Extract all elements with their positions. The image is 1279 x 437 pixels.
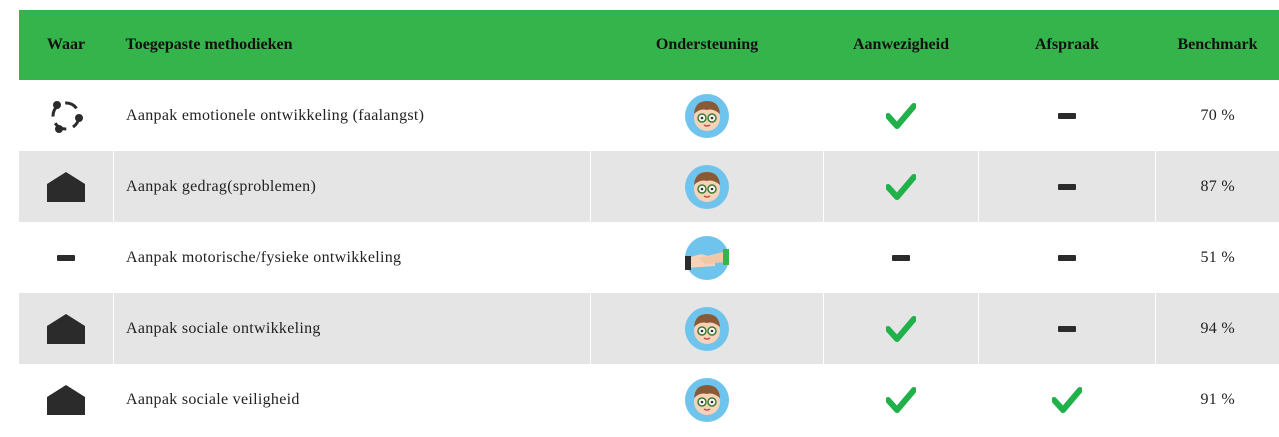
agreement-cell: [978, 151, 1156, 222]
dash-icon: [1058, 184, 1076, 190]
check-icon: [886, 316, 916, 342]
header-cell: Toegepaste methodieken: [113, 10, 591, 80]
header-cell: Waar: [18, 10, 114, 80]
cycle-icon: [48, 98, 84, 134]
method-cell: Aanpak motorische/fysieke ontwikkeling: [113, 222, 591, 293]
presence-cell: [823, 80, 979, 151]
location-cell: [18, 151, 114, 222]
dash-icon: [1058, 326, 1076, 332]
person-icon: [685, 307, 729, 351]
hands-icon: [685, 236, 729, 280]
person-icon: [685, 378, 729, 422]
location-cell: [18, 80, 114, 151]
agreement-cell: [978, 222, 1156, 293]
agreement-cell: [978, 293, 1156, 364]
row: Aanpak motorische/fysieke ontwikkeling 5…: [18, 222, 1279, 293]
benchmark-cell: 51 %: [1155, 222, 1279, 293]
person-icon: [685, 94, 729, 138]
check-icon: [886, 174, 916, 200]
presence-cell: [823, 222, 979, 293]
check-icon: [886, 387, 916, 413]
house-icon: [46, 314, 86, 344]
agreement-cell: [978, 80, 1156, 151]
benchmark-cell: 70 %: [1155, 80, 1279, 151]
benchmark-cell: 94 %: [1155, 293, 1279, 364]
support-cell: [590, 293, 824, 364]
header-row: Waar Toegepaste methodieken Ondersteunin…: [18, 10, 1279, 80]
dash-icon: [892, 255, 910, 261]
support-cell: [590, 364, 824, 435]
row: Aanpak sociale veiligheid 91 %: [18, 364, 1279, 435]
benchmark-cell: 91 %: [1155, 364, 1279, 435]
agreement-cell: [978, 364, 1156, 435]
location-cell: [18, 364, 114, 435]
row: Aanpak sociale ontwikkeling 94 %: [18, 293, 1279, 364]
benchmark-cell: 87 %: [1155, 151, 1279, 222]
house-icon: [46, 172, 86, 202]
person-icon: [685, 165, 729, 209]
support-cell: [590, 222, 824, 293]
row: Aanpak gedrag(sproblemen) 87 %: [18, 151, 1279, 222]
method-cell: Aanpak sociale veiligheid: [113, 364, 591, 435]
support-cell: [590, 80, 824, 151]
house-icon: [46, 385, 86, 415]
support-cell: [590, 151, 824, 222]
method-cell: Aanpak gedrag(sproblemen): [113, 151, 591, 222]
methods-table: Waar Toegepaste methodieken Ondersteunin…: [18, 10, 1279, 435]
location-cell: [18, 293, 114, 364]
header-cell: Ondersteuning: [590, 10, 824, 80]
presence-cell: [823, 364, 979, 435]
dash-icon: [57, 255, 75, 261]
method-cell: Aanpak emotionele ontwikkeling (faalangs…: [113, 80, 591, 151]
header-cell: Benchmark: [1155, 10, 1279, 80]
header-cell: Afspraak: [978, 10, 1156, 80]
location-cell: [18, 222, 114, 293]
dash-icon: [1058, 113, 1076, 119]
presence-cell: [823, 293, 979, 364]
dash-icon: [1058, 255, 1076, 261]
row: Aanpak emotionele ontwikkeling (faalangs…: [18, 80, 1279, 151]
method-cell: Aanpak sociale ontwikkeling: [113, 293, 591, 364]
header-cell: Aanwezigheid: [823, 10, 979, 80]
presence-cell: [823, 151, 979, 222]
check-icon: [886, 103, 916, 129]
check-icon: [1052, 387, 1082, 413]
